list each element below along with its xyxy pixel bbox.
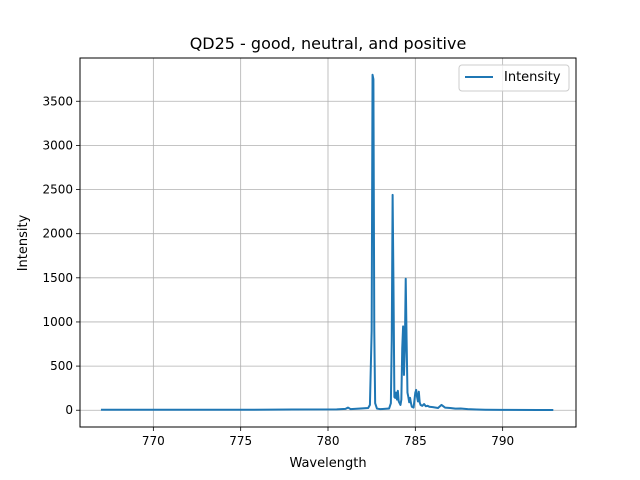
x-tick-label: 790 (491, 434, 514, 448)
y-tick-label: 1500 (42, 271, 73, 285)
series-line-intensity (100, 73, 554, 412)
y-tick-label: 3000 (42, 138, 73, 152)
x-tick-label: 775 (229, 434, 252, 448)
x-axis-ticks: 770 775 780 785 790 (142, 427, 514, 448)
x-tick-label: 780 (317, 434, 340, 448)
y-axis-ticks: 0 500 1000 1500 2000 2500 3000 3500 (42, 94, 80, 417)
grid-lines (80, 58, 576, 427)
legend-box (458, 64, 570, 92)
legend-label-intensity: Intensity (504, 70, 561, 85)
y-tick-label: 0 (65, 403, 73, 417)
y-tick-label: 2500 (42, 183, 73, 197)
x-axis-label: Wavelength (289, 456, 366, 471)
chart-title: QD25 - good, neutral, and positive (190, 34, 467, 53)
y-tick-label: 500 (50, 359, 73, 373)
x-tick-label: 770 (142, 434, 165, 448)
legend: Intensity (458, 64, 570, 92)
y-tick-label: 3500 (42, 94, 73, 108)
y-axis-label: Intensity (16, 214, 31, 271)
y-tick-label: 1000 (42, 315, 73, 329)
x-tick-label: 785 (404, 434, 427, 448)
series-layer (100, 73, 554, 412)
y-tick-label: 2000 (42, 227, 73, 241)
